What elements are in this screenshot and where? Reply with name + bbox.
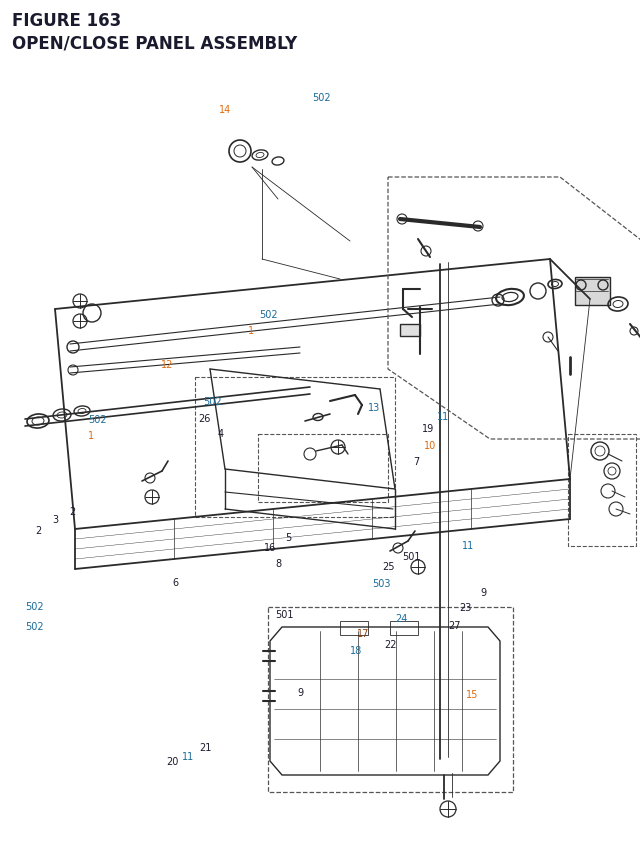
Text: 26: 26 bbox=[198, 413, 211, 424]
Text: 502: 502 bbox=[26, 601, 44, 611]
Text: 502: 502 bbox=[259, 310, 278, 320]
Text: 14: 14 bbox=[219, 105, 231, 115]
Text: 7: 7 bbox=[413, 456, 419, 467]
Text: 13: 13 bbox=[368, 403, 380, 413]
Text: 18: 18 bbox=[350, 646, 362, 656]
Text: 25: 25 bbox=[383, 561, 396, 572]
Text: 2: 2 bbox=[35, 525, 42, 536]
Text: 12: 12 bbox=[161, 360, 173, 370]
Text: FIGURE 163: FIGURE 163 bbox=[12, 12, 121, 30]
Text: 9: 9 bbox=[480, 587, 486, 598]
Text: 3: 3 bbox=[52, 515, 59, 525]
Bar bbox=[575, 278, 610, 306]
Bar bbox=[195, 378, 395, 517]
Text: 27: 27 bbox=[448, 620, 461, 630]
Text: 17: 17 bbox=[356, 629, 369, 639]
Bar bbox=[258, 435, 388, 503]
Text: 502: 502 bbox=[312, 93, 331, 103]
Text: 502: 502 bbox=[26, 622, 44, 632]
Bar bbox=[340, 622, 368, 635]
Text: 8: 8 bbox=[275, 558, 282, 568]
Text: 20: 20 bbox=[166, 756, 179, 766]
Bar bbox=[268, 607, 513, 792]
Text: 15: 15 bbox=[466, 689, 478, 699]
Text: 502: 502 bbox=[204, 396, 222, 406]
Text: 16: 16 bbox=[264, 542, 276, 553]
Text: 11: 11 bbox=[182, 751, 195, 761]
Text: 9: 9 bbox=[298, 687, 304, 697]
Text: 11: 11 bbox=[462, 541, 474, 551]
Text: 2: 2 bbox=[69, 506, 76, 517]
Text: OPEN/CLOSE PANEL ASSEMBLY: OPEN/CLOSE PANEL ASSEMBLY bbox=[12, 34, 297, 52]
Bar bbox=[568, 435, 636, 547]
Text: 1: 1 bbox=[248, 325, 255, 336]
Text: 22: 22 bbox=[384, 639, 397, 649]
Text: 23: 23 bbox=[460, 603, 472, 613]
Text: 6: 6 bbox=[173, 577, 179, 587]
Text: 501: 501 bbox=[275, 610, 294, 620]
Text: 10: 10 bbox=[424, 441, 436, 451]
Text: 24: 24 bbox=[396, 613, 408, 623]
Text: 503: 503 bbox=[372, 579, 391, 589]
Text: 5: 5 bbox=[285, 532, 291, 542]
Bar bbox=[390, 622, 418, 635]
Text: 501: 501 bbox=[402, 551, 420, 561]
Text: 21: 21 bbox=[200, 742, 212, 753]
Text: 11: 11 bbox=[436, 412, 449, 422]
Text: 19: 19 bbox=[422, 424, 435, 434]
Text: 4: 4 bbox=[218, 429, 224, 439]
Bar bbox=[400, 325, 420, 337]
Text: 1: 1 bbox=[88, 430, 95, 441]
Text: 502: 502 bbox=[88, 415, 107, 425]
